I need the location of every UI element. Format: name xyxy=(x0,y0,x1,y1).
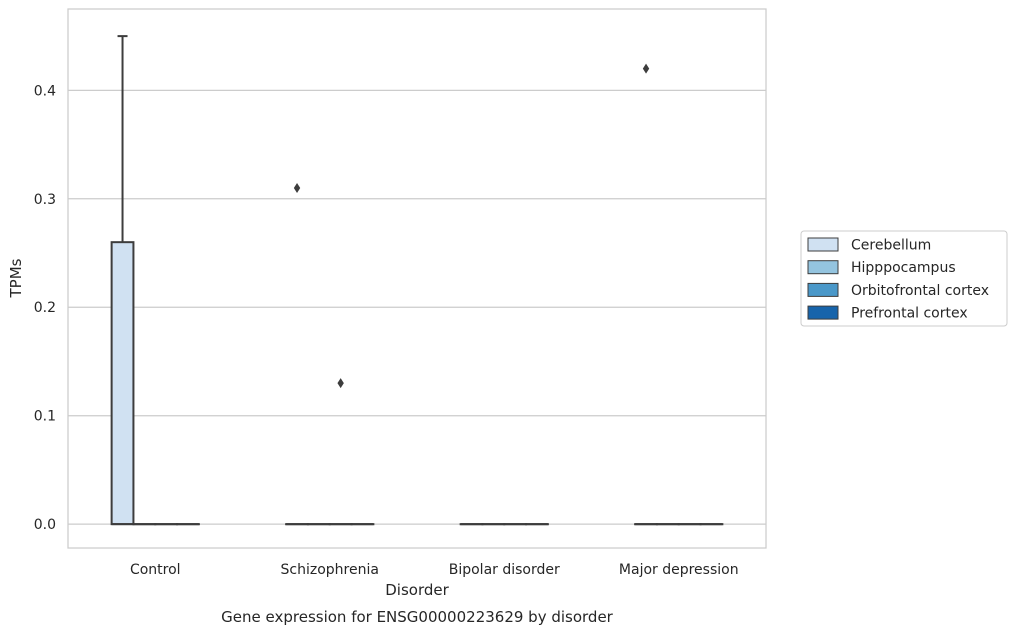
y-tick-label: 0.1 xyxy=(34,409,56,425)
y-tick-label: 0.2 xyxy=(34,300,56,316)
y-axis-label: TPMs xyxy=(7,258,25,298)
y-tick-label: 0.3 xyxy=(34,192,56,208)
boxes xyxy=(110,35,724,526)
y-tick-label: 0.0 xyxy=(34,517,56,533)
legend-entry-label: Orbitofrontal cortex xyxy=(851,283,989,299)
legend-entry-label: Hipppocampus xyxy=(851,260,956,276)
x-tick-label: Control xyxy=(130,562,181,578)
legend-swatch xyxy=(807,260,839,275)
y-axis-ticks: 0.0 0.1 0.2 0.3 0.4 xyxy=(34,83,56,533)
outlier-point xyxy=(337,378,344,389)
outlier-point xyxy=(642,63,650,74)
legend-frame xyxy=(800,230,1008,327)
y-tick-label: 0.4 xyxy=(34,83,56,99)
x-tick-label: Bipolar disorder xyxy=(449,562,560,578)
outlier-point xyxy=(293,182,301,193)
plot-area xyxy=(67,8,767,549)
x-axis-ticks: Control Schizophrenia Bipolar disorder Majo… xyxy=(130,562,739,578)
x-tick-label: Schizophrenia xyxy=(281,562,379,578)
box xyxy=(110,35,135,526)
legend-swatch xyxy=(807,305,839,320)
legend-entry-label: Prefrontal cortex xyxy=(851,306,968,322)
legend-swatch xyxy=(807,237,839,252)
legend: Cerebellum Hipppocampus Orbitofrontal cort… xyxy=(800,230,1008,327)
x-tick-label: Major depression xyxy=(619,562,739,578)
box-iqr xyxy=(110,241,135,526)
x-axis-label: Disorder xyxy=(385,581,449,599)
legend-entry-label: Cerebellum xyxy=(851,238,931,254)
chart-caption: Gene expression for ENSG00000223629 by d… xyxy=(221,608,614,626)
legend-swatch xyxy=(807,282,839,297)
